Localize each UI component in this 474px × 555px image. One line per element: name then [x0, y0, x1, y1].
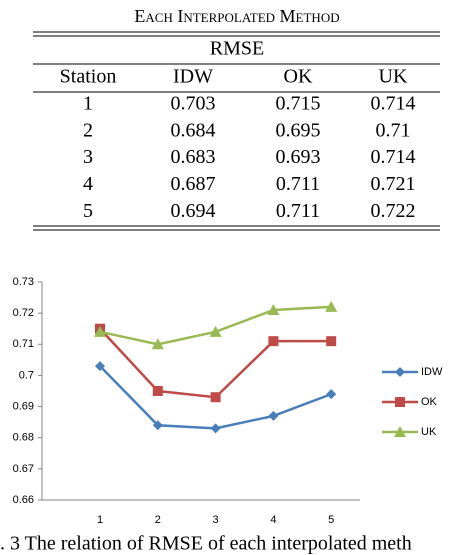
series-line [99, 305, 332, 346]
x-tick-label: 4 [270, 514, 276, 526]
y-tick-label: 0.72 [13, 307, 34, 319]
column-header: Station [60, 66, 117, 88]
legend-label: OK [421, 396, 438, 408]
marker [94, 325, 106, 337]
group-header: RMSE [210, 38, 264, 60]
table-cell: 0.687 [171, 173, 216, 195]
y-tick-label: 0.66 [13, 494, 34, 506]
table-cell: 0.721 [371, 173, 416, 195]
marker [268, 410, 279, 421]
table-cell: 0.693 [276, 146, 321, 168]
table-cell: 0.714 [371, 146, 416, 168]
legend-label: UK [421, 426, 437, 438]
x-tick-label: 2 [155, 514, 161, 526]
marker [209, 325, 222, 337]
x-tick-label: 5 [328, 514, 334, 526]
y-tick-label: 0.68 [13, 432, 34, 444]
y-tick-label: 0.67 [13, 463, 34, 475]
marker [210, 423, 221, 434]
table-cell: 0.71 [376, 119, 411, 141]
table-title: Each Interpolated Method [134, 6, 339, 26]
table-cell: 0.694 [171, 200, 216, 222]
column-header: UK [379, 66, 408, 88]
table-cell: 0.722 [371, 200, 416, 222]
table-cell: 0.715 [276, 93, 321, 115]
table-cell: 0.711 [276, 173, 320, 195]
x-tick-label: 1 [97, 514, 103, 526]
table-cell: 0.711 [276, 200, 320, 222]
table-cell: 0.714 [371, 93, 416, 115]
marker [152, 386, 163, 396]
legend-marker [394, 426, 406, 437]
legend-marker [395, 367, 405, 377]
table-rules [33, 31, 440, 231]
table-cell: 3 [83, 146, 93, 168]
marker [326, 336, 337, 347]
y-tick-label: 0.71 [13, 338, 34, 350]
marker [267, 304, 280, 316]
table-cell: 4 [83, 173, 93, 195]
legend-marker [395, 397, 405, 407]
column-header: IDW [173, 66, 213, 88]
table-cell: 2 [83, 119, 93, 141]
table-cell: 0.684 [171, 119, 216, 141]
table-cell: 0.695 [276, 119, 321, 141]
x-tick-label: 3 [213, 514, 219, 526]
y-tick-label: 0.73 [13, 276, 34, 288]
y-tick-label: 0.7 [19, 369, 34, 381]
marker [152, 420, 163, 431]
column-header: OK [284, 66, 313, 88]
table-cell: 5 [83, 200, 93, 222]
table-cell: 1 [83, 93, 93, 115]
legend-label: IDW [421, 366, 443, 378]
marker [268, 336, 279, 347]
caption: . 3 The relation of RMSE of each interpo… [0, 533, 412, 555]
marker [326, 389, 337, 400]
marker [210, 392, 221, 403]
marker [95, 361, 105, 372]
marker [151, 338, 164, 350]
marker [325, 300, 338, 312]
y-tick-label: 0.69 [13, 400, 34, 412]
table-cell: 0.703 [171, 93, 216, 115]
table-cell: 0.683 [171, 146, 216, 168]
